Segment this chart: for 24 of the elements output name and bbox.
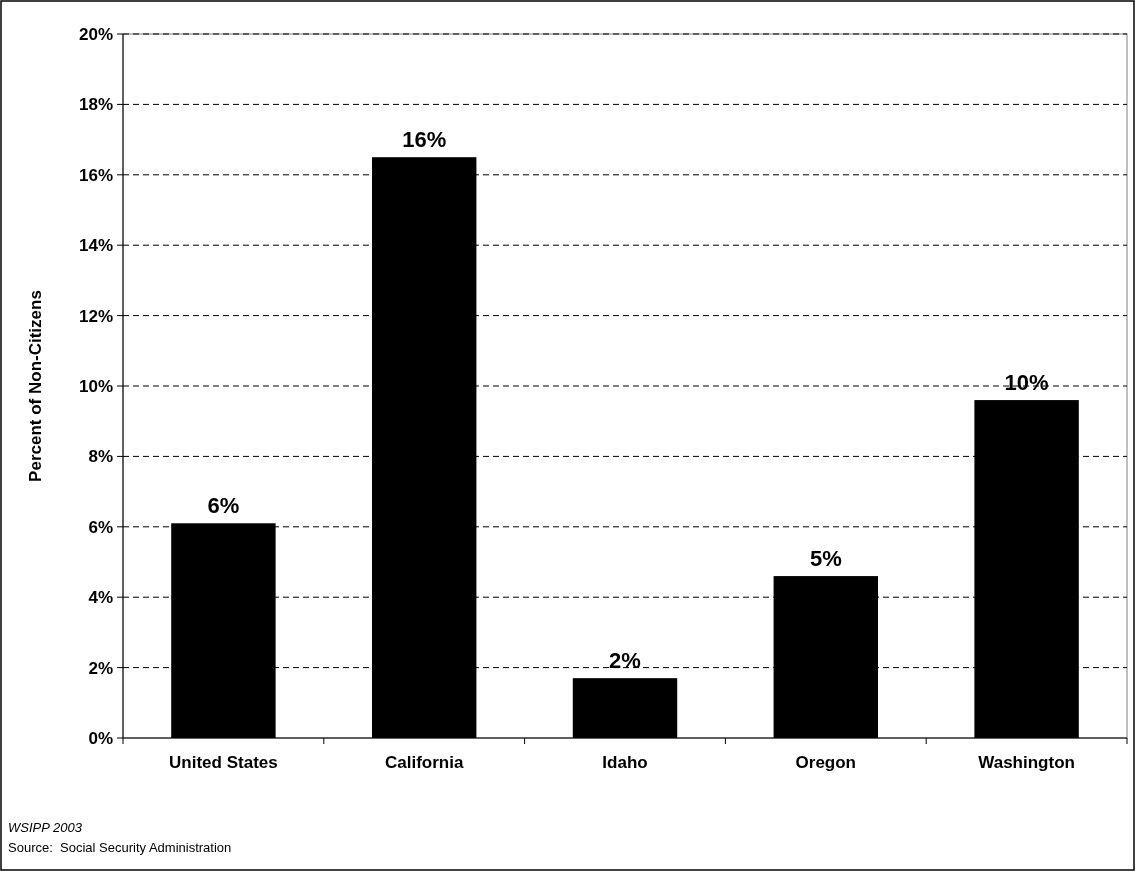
data-label: 16%: [402, 127, 447, 153]
source-note: Source: Social Security Administration: [8, 840, 232, 855]
y-axis-title: Percent of Non-Citizens: [26, 290, 45, 482]
data-label: 2%: [609, 648, 641, 674]
y-tick-label: 6%: [88, 517, 113, 537]
text: WSIPP 2003: [8, 820, 83, 835]
data-label: 5%: [809, 546, 842, 572]
y-tick-label: 2%: [88, 658, 113, 678]
data-label: 10%: [1004, 370, 1049, 396]
y-tick-label: 20%: [78, 24, 113, 44]
x-tick-label: Washington: [978, 753, 1075, 772]
y-tick-label: 10%: [78, 376, 113, 396]
y-tick-label: 8%: [88, 447, 113, 467]
y-tick-label: 4%: [88, 588, 113, 608]
y-tick-label: 14%: [78, 236, 113, 256]
y-tick-label: 12%: [78, 306, 113, 326]
x-tick-label: United States: [169, 753, 278, 772]
x-tick-label: California: [385, 753, 464, 772]
x-tick-label: Idaho: [602, 753, 648, 772]
data-label: 6%: [207, 493, 240, 519]
y-tick-label: 18%: [78, 95, 113, 115]
y-tick-label: 0%: [88, 728, 113, 748]
y-tick-label: 16%: [78, 165, 113, 185]
x-tick-label: Oregon: [795, 753, 857, 772]
